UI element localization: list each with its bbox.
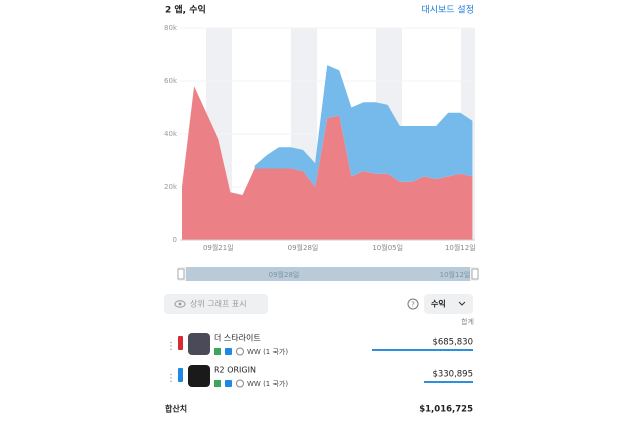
app-region: WW (1 국가) — [247, 379, 288, 388]
help-icon[interactable] — [407, 298, 419, 310]
x-tick-label: 10월12일 — [445, 243, 476, 252]
eye-icon — [178, 302, 182, 306]
app-region: WW (1 국가) — [247, 347, 288, 356]
eye-icon — [174, 300, 186, 308]
app-revenue: $330,895 — [432, 370, 473, 380]
revenue-bar — [424, 381, 473, 383]
toggle-button[interactable]: 상위 그래프 표시 — [164, 294, 268, 314]
color-chip — [178, 336, 183, 350]
app-name: R2 ORIGIN — [214, 366, 256, 375]
slider-label: 10월12일 — [440, 270, 471, 279]
app-row[interactable]: ⋮ 더 스타라이트 WW (1 국가) $685,830 — [166, 333, 473, 357]
store-icon — [214, 380, 221, 387]
store-icon — [225, 348, 232, 355]
app-icon — [188, 333, 210, 355]
app-row[interactable]: ⋮ R2 ORIGIN WW (1 국가) $330,895 — [166, 365, 473, 388]
total-header: 합계 — [461, 317, 474, 326]
button-label: 상위 그래프 표시 — [190, 299, 247, 309]
y-tick-label: 0 — [173, 236, 177, 244]
y-tick-label: 60k — [164, 77, 178, 85]
slider-handle[interactable] — [471, 268, 479, 280]
x-tick-label: 09월21일 — [203, 243, 234, 252]
metric-dropdown[interactable]: 수익 — [424, 294, 473, 314]
color-chip — [178, 368, 183, 382]
dropdown-bg — [424, 294, 473, 314]
slider-handle[interactable] — [177, 268, 185, 280]
slider-label: 09월28일 — [269, 270, 300, 279]
x-tick-label: 09월28일 — [288, 243, 319, 252]
area — [254, 65, 473, 187]
area — [182, 86, 473, 240]
dashboard-settings[interactable]: 대시보드 설정 — [421, 5, 474, 16]
slider-window[interactable] — [186, 267, 470, 281]
dropdown-label: 수익 — [431, 299, 446, 309]
globe-icon — [236, 379, 244, 388]
app-icon — [188, 365, 210, 387]
y-tick-label: 40k — [164, 130, 178, 138]
help-text: ? — [411, 301, 415, 309]
app-revenue: $685,830 — [432, 338, 473, 348]
x-tick-label: 10월05일 — [372, 243, 403, 252]
revenue-bar — [372, 349, 473, 351]
store-icon — [225, 380, 232, 387]
store-icon — [214, 348, 221, 355]
total-value: $1,016,725 — [419, 405, 473, 415]
total-label: 합산치 — [165, 404, 187, 414]
app-name: 더 스타라이트 — [214, 333, 261, 343]
drag-handle: ⋮ — [166, 373, 176, 384]
chevron — [458, 301, 466, 306]
y-tick-label: 20k — [164, 183, 178, 191]
y-tick-label: 80k — [164, 24, 178, 32]
drag-handle: ⋮ — [166, 341, 176, 352]
range-slider[interactable]: 09월28일 10월12일 — [177, 267, 479, 281]
button-bg — [164, 294, 268, 314]
globe-icon — [236, 347, 244, 356]
title: 2 앱, 수익 — [165, 4, 206, 16]
